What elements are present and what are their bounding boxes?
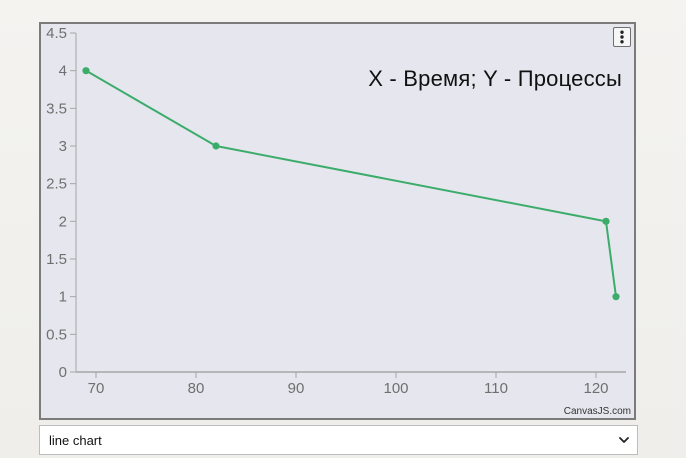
y-tick-label: 4 (59, 63, 67, 80)
x-tick-label: 70 (88, 380, 105, 397)
y-tick-label: 4.5 (46, 25, 67, 42)
y-tick-label: 2.5 (46, 176, 67, 193)
data-point (612, 293, 620, 301)
y-tick-label: 3 (59, 138, 67, 155)
chart-canvas: 0 0.5 1 1.5 2 2.5 3 3.5 4 4.5 70 80 90 100 110 120 (46, 25, 626, 397)
data-point (602, 217, 610, 225)
data-point (82, 67, 90, 75)
chart-type-select-value: line chart (49, 432, 102, 448)
y-tick-label: 1.5 (46, 251, 67, 268)
chart-menu-button[interactable] (613, 27, 631, 47)
canvasjs-credit-link[interactable]: CanvasJS.com (563, 406, 631, 417)
y-tick-label: 3.5 (46, 100, 67, 117)
x-tick-label: 120 (583, 380, 608, 397)
y-tick-label: 0.5 (46, 326, 67, 343)
three-dots-vertical-icon (620, 30, 624, 44)
x-tick-label: 100 (383, 380, 408, 397)
chart-type-select[interactable]: line chart (39, 425, 638, 455)
series-line (85, 69, 617, 297)
chart-title: X - Время; Y - Процессы (368, 66, 622, 91)
x-tick-label: 110 (484, 380, 508, 397)
x-tick-label: 90 (288, 380, 305, 397)
y-tick-label: 2 (59, 213, 67, 230)
data-point (212, 142, 220, 150)
x-tick-label: 80 (188, 380, 205, 397)
y-tick-label: 0 (59, 364, 67, 381)
y-tick-label: 1 (59, 289, 67, 306)
chart-container: 0 0.5 1 1.5 2 2.5 3 3.5 4 4.5 70 80 90 100 110 120 X - … (39, 22, 636, 420)
chevron-down-icon (619, 437, 629, 443)
